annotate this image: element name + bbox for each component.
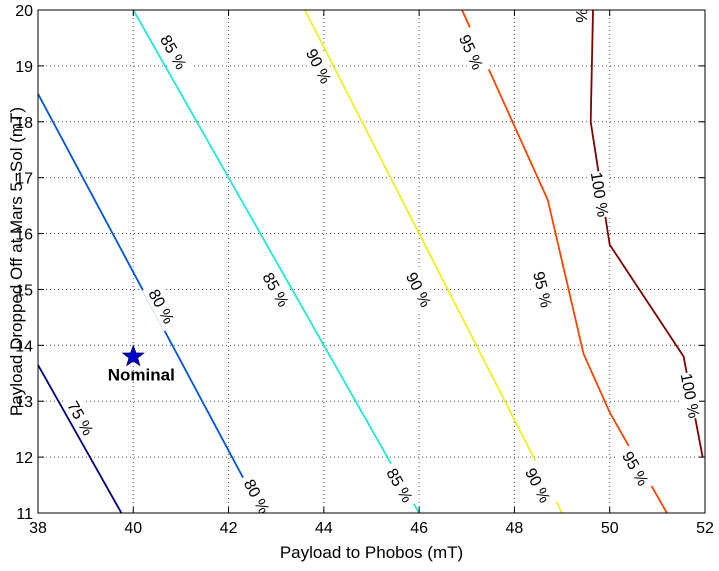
contour-label-gap xyxy=(153,26,194,77)
contour-label-gap xyxy=(380,460,421,511)
y-axis-label: Payload Dropped Off at Mars 5−Sol (mT) xyxy=(7,107,26,416)
contour-lines xyxy=(38,10,704,513)
x-tick-label: 50 xyxy=(601,520,619,537)
x-tick-label: 42 xyxy=(220,520,238,537)
x-tick-label: 44 xyxy=(315,520,333,537)
contour-line-90 xyxy=(303,10,563,513)
y-tick-label: 12 xyxy=(15,450,33,467)
x-tick-label: 48 xyxy=(506,520,524,537)
contour-label-gap xyxy=(453,26,491,77)
y-tick-label: 16 xyxy=(15,227,33,244)
contour-label-gap xyxy=(676,371,705,421)
contour-label-gap xyxy=(528,264,558,315)
y-tick-label: 13 xyxy=(15,394,33,411)
contour-label-gap xyxy=(237,471,277,513)
contour-label-gap xyxy=(570,10,592,39)
contour-label-gap xyxy=(256,264,297,315)
contour-label: % xyxy=(574,8,591,23)
y-tick-label: 14 xyxy=(15,338,33,355)
plot-background xyxy=(38,10,705,513)
plot-frame xyxy=(37,9,706,514)
contour-label-gap xyxy=(518,460,558,511)
contour-label-gap xyxy=(142,281,182,332)
axis-ticks: 38 40 42 44 46 48 50 52 11 12 13 14 15 16 17 18 19 20 xyxy=(15,3,714,537)
contour-labels: 75 %80 %80 %85 %85 %85 %90 %90 %90 %95 %… xyxy=(60,8,705,513)
y-tick-label: 11 xyxy=(16,506,33,523)
x-tick-label: 46 xyxy=(410,520,428,537)
x-tick-label: 40 xyxy=(124,520,142,537)
contour-label-gap xyxy=(586,170,614,219)
nominal-label: Nominal xyxy=(108,366,175,385)
x-tick-label: 38 xyxy=(29,520,47,537)
y-tick-label: 15 xyxy=(15,282,33,299)
y-tick-label: 18 xyxy=(15,115,33,132)
nominal-star-marker xyxy=(121,344,145,367)
contour-label: 100 % xyxy=(587,171,611,218)
contour-label-gap xyxy=(299,40,339,91)
annotations: Nominal xyxy=(108,344,175,385)
contour-line-75 xyxy=(38,364,123,513)
y-tick-label: 17 xyxy=(15,171,33,188)
contour-line-85 xyxy=(132,10,420,513)
contour-label-gap xyxy=(399,264,439,315)
y-tick-label: 20 xyxy=(15,3,33,20)
contour-label-gap xyxy=(60,393,101,443)
y-tick-label: 19 xyxy=(15,59,33,76)
x-tick-label: 52 xyxy=(696,520,714,537)
contour-label-gap xyxy=(615,443,656,494)
x-axis-label: Payload to Phobos (mT) xyxy=(280,543,463,562)
